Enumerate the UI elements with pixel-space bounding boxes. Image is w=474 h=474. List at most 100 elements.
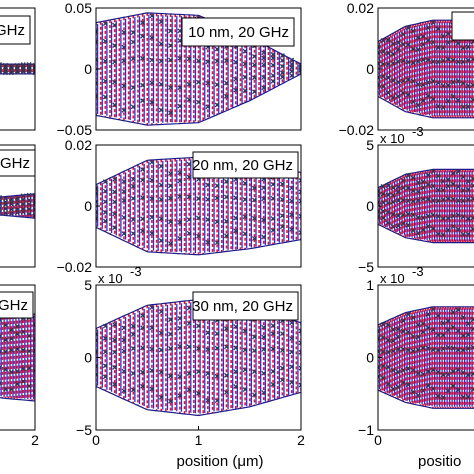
panel-center-middle: 0.02 0 −0.02 20 nm, 20 GHz bbox=[57, 137, 302, 275]
envelope-lower bbox=[378, 389, 474, 409]
marker-x bbox=[186, 305, 192, 311]
marker-x bbox=[242, 347, 248, 353]
marker-x bbox=[378, 188, 381, 194]
marker-x bbox=[196, 346, 201, 352]
marker-x bbox=[415, 347, 421, 353]
marker-x bbox=[395, 213, 401, 219]
marker-x bbox=[96, 210, 99, 215]
marker-x bbox=[242, 74, 248, 80]
envelope-upper bbox=[378, 306, 474, 326]
panel-left-bottom: 2 5 GHz bbox=[0, 284, 39, 448]
marker-x bbox=[465, 346, 471, 351]
marker-x bbox=[121, 107, 127, 113]
marker-x bbox=[158, 182, 164, 188]
marker-x bbox=[32, 213, 35, 219]
envelope-lower bbox=[0, 214, 35, 219]
annotation-label: 30 nm, 20 GHz bbox=[192, 298, 293, 315]
marker-x bbox=[405, 77, 411, 83]
marker-x bbox=[196, 196, 201, 201]
marker-x bbox=[420, 345, 426, 351]
marker-x bbox=[32, 194, 35, 200]
y-exponent: -3 bbox=[412, 124, 424, 139]
marker-x bbox=[158, 163, 164, 169]
marker-x bbox=[425, 57, 431, 63]
marker-x bbox=[435, 80, 441, 86]
marker-x bbox=[378, 44, 381, 50]
marker-x bbox=[14, 210, 20, 216]
marker-x bbox=[214, 373, 220, 379]
marker-x bbox=[298, 365, 301, 371]
marker-x bbox=[380, 200, 386, 205]
marker-x bbox=[400, 197, 406, 203]
marker-x bbox=[378, 74, 381, 80]
marker-x bbox=[405, 329, 411, 335]
marker-x bbox=[168, 183, 173, 189]
marker-x bbox=[0, 333, 2, 339]
marker-x bbox=[470, 183, 474, 188]
marker-x bbox=[251, 334, 257, 340]
marker-x bbox=[279, 213, 285, 219]
marker-x bbox=[32, 207, 35, 213]
marker-x bbox=[415, 81, 421, 87]
marker-x bbox=[20, 69, 26, 75]
y-exponent: -3 bbox=[412, 264, 424, 279]
marker-x bbox=[168, 43, 173, 48]
marker-x bbox=[102, 58, 108, 64]
marker-x bbox=[400, 42, 406, 47]
marker-x bbox=[251, 89, 257, 95]
marker-x bbox=[177, 316, 183, 321]
marker-x bbox=[425, 325, 431, 331]
marker-x bbox=[465, 187, 471, 192]
marker-x bbox=[440, 394, 446, 400]
marker-x bbox=[186, 56, 192, 62]
marker-x bbox=[289, 57, 295, 63]
marker-x bbox=[440, 104, 446, 110]
marker-x bbox=[395, 40, 401, 46]
marker-x bbox=[177, 170, 183, 176]
marker-x bbox=[298, 189, 301, 195]
marker-x bbox=[96, 216, 99, 222]
marker-x bbox=[102, 210, 108, 215]
y-tick-label: 0 bbox=[84, 198, 92, 214]
marker-x bbox=[420, 196, 426, 202]
marker-x bbox=[415, 334, 421, 340]
marker-x bbox=[415, 322, 421, 328]
marker-x bbox=[186, 230, 192, 236]
marker-x bbox=[410, 175, 416, 181]
marker-x bbox=[430, 367, 436, 373]
marker-x bbox=[400, 329, 406, 334]
marker-x bbox=[96, 39, 99, 45]
marker-x bbox=[455, 184, 461, 190]
marker-x bbox=[102, 374, 108, 380]
marker-x bbox=[415, 189, 421, 194]
marker-x bbox=[378, 214, 381, 220]
marker-x bbox=[130, 387, 136, 393]
marker-x bbox=[298, 213, 301, 219]
marker-x bbox=[289, 212, 295, 218]
marker-x bbox=[205, 217, 211, 222]
marker-x bbox=[112, 364, 118, 370]
marker-x bbox=[224, 344, 229, 350]
marker-x bbox=[130, 346, 136, 352]
marker-x bbox=[177, 344, 183, 349]
marker-x bbox=[289, 320, 295, 326]
marker-x bbox=[112, 211, 118, 217]
marker-x bbox=[168, 171, 173, 176]
marker-x bbox=[385, 209, 391, 215]
marker-x bbox=[470, 215, 474, 221]
marker-x bbox=[26, 333, 32, 339]
marker-x bbox=[445, 177, 451, 183]
marker-x bbox=[435, 313, 441, 319]
marker-x bbox=[140, 55, 146, 61]
marker-x bbox=[177, 236, 183, 241]
marker-x bbox=[3, 337, 8, 343]
plot-area bbox=[0, 313, 35, 402]
marker-x bbox=[385, 349, 391, 355]
marker-x bbox=[149, 80, 155, 86]
y-tick-label: 0 bbox=[366, 198, 374, 214]
panel-right-top: 0.020−0.021 bbox=[339, 0, 474, 138]
marker-x bbox=[445, 183, 451, 189]
marker-x bbox=[205, 182, 211, 188]
marker-x bbox=[224, 233, 229, 239]
marker-x bbox=[3, 202, 8, 208]
